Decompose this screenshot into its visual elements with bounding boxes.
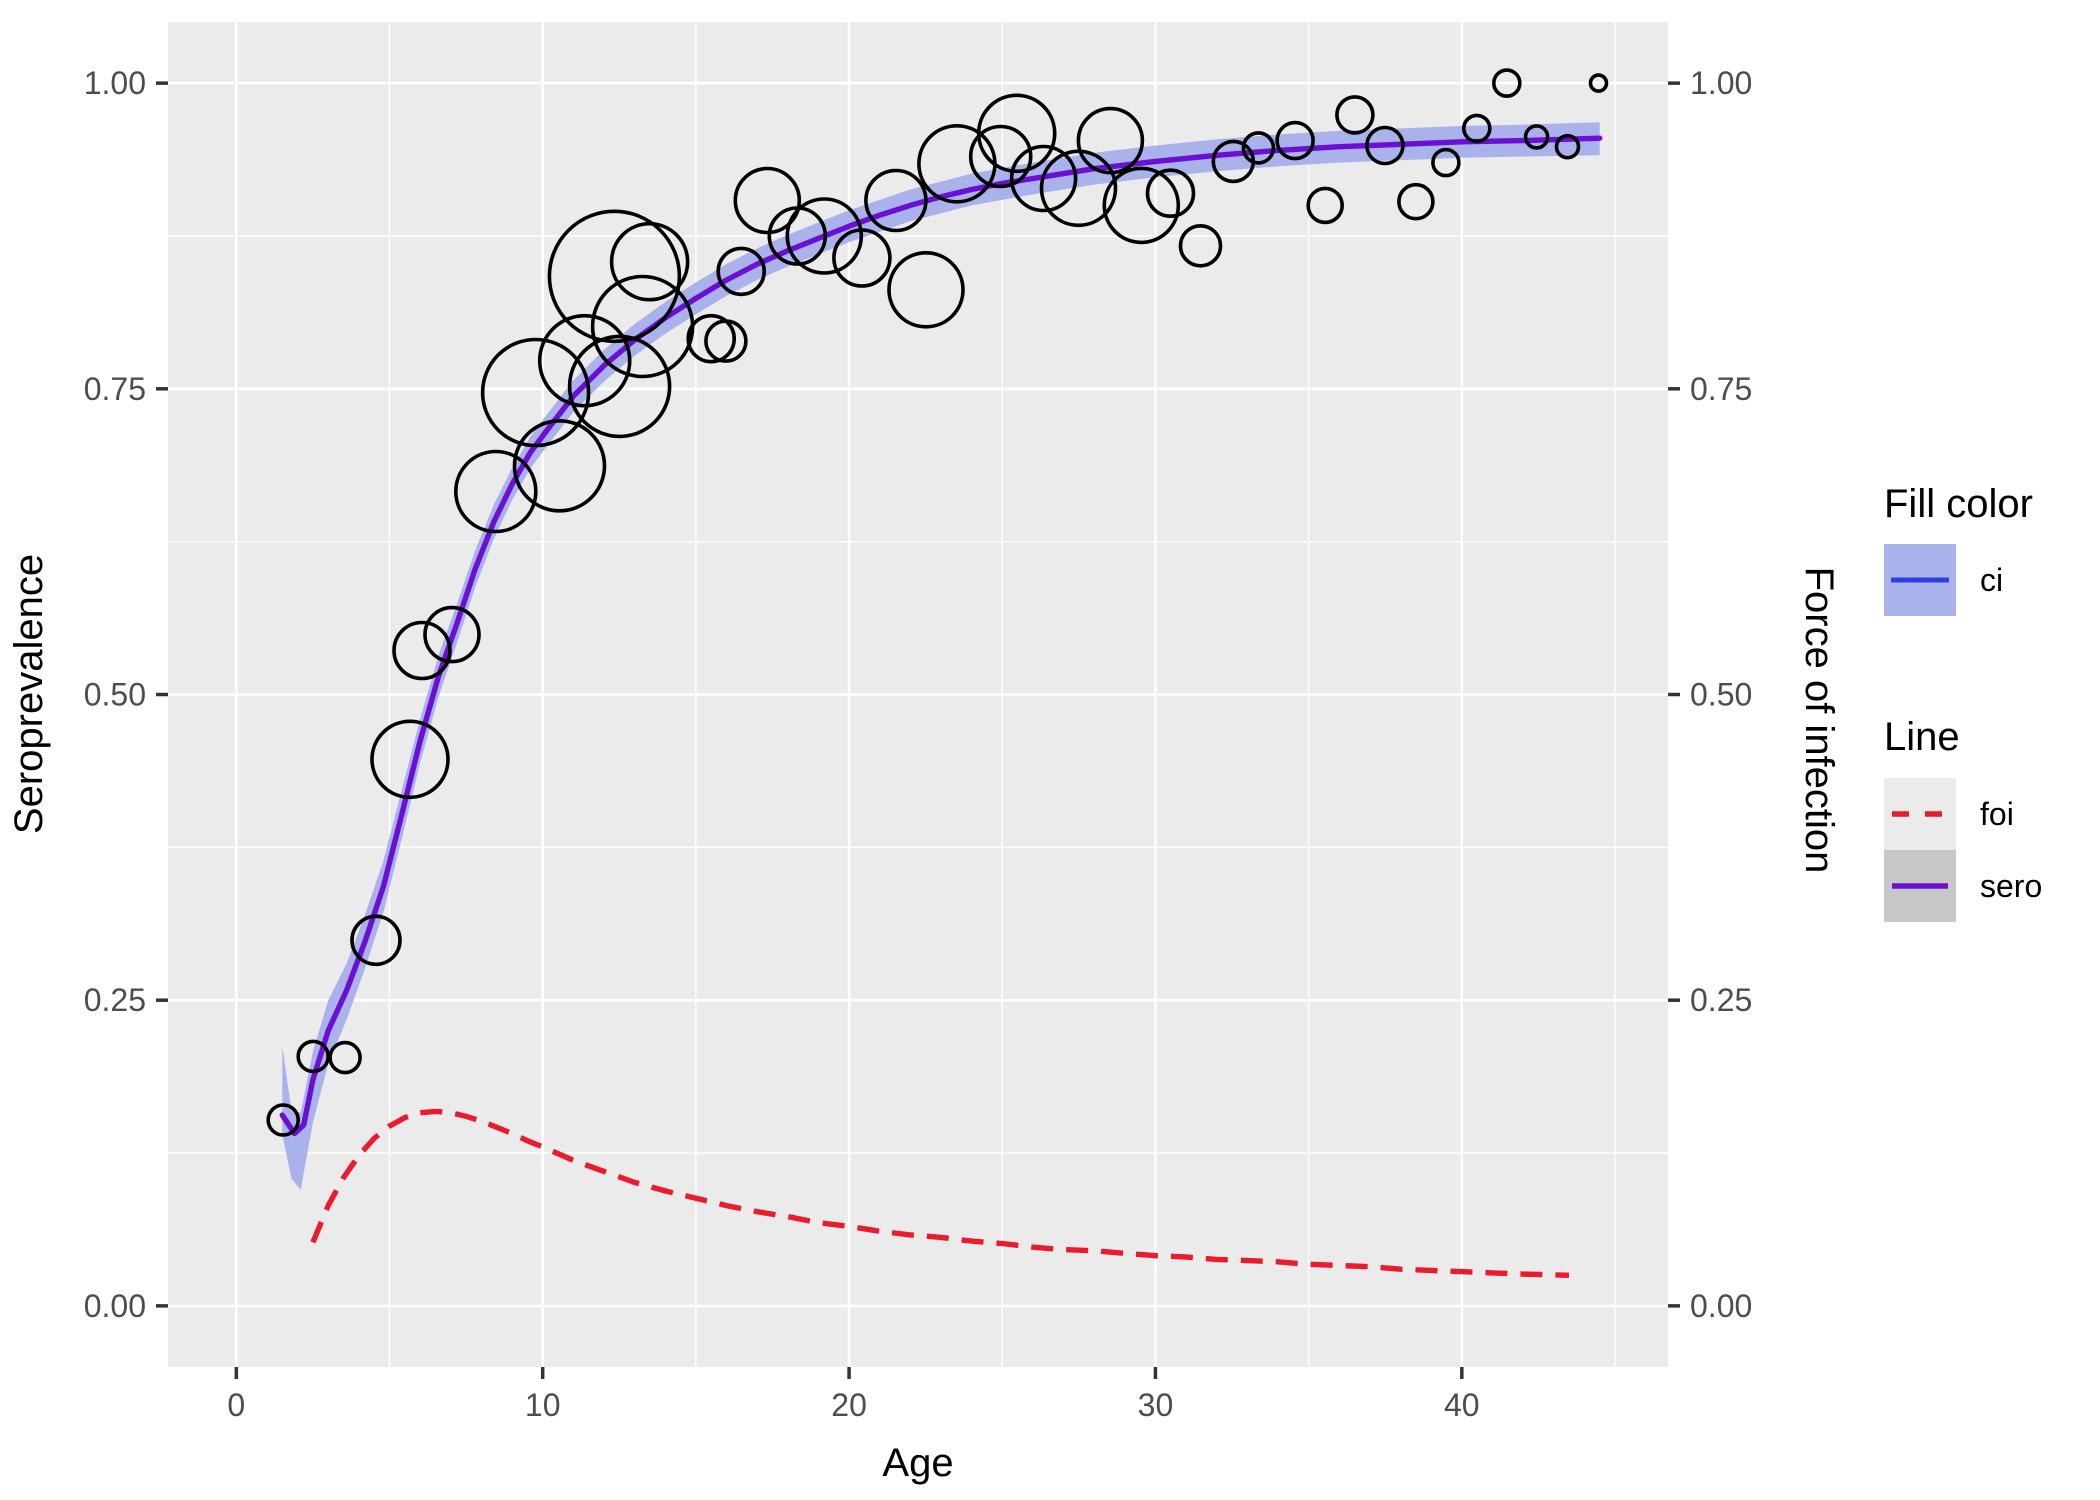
seroprevalence-bubble	[1523, 124, 1550, 150]
legend-item-sero: sero	[1884, 850, 2042, 922]
seroprevalence-bubble	[537, 313, 632, 408]
seroprevalence-bubble	[686, 313, 737, 364]
legend-item-foi: foi	[1884, 778, 2014, 850]
seroprevalence-bubble	[266, 1103, 301, 1137]
legend-label-sero: sero	[1980, 868, 2042, 904]
seroprevalence-bubble	[370, 719, 450, 800]
seroprevalence-bubble	[733, 166, 802, 235]
seroprevalence-bubble	[328, 1040, 362, 1075]
seroprevalence-bubble	[1178, 224, 1223, 268]
seroprevalence-bubble	[350, 914, 402, 967]
legend-label-foi: foi	[1980, 796, 2014, 832]
y-tick-label-left: 1.00	[84, 65, 146, 101]
y-axis-title-right: Force of infection	[1797, 567, 1841, 874]
plot-layers: 0 10 20 30 40 0.00 0.00 0.25 0.25 0.50 0.50 0.75 0.7…	[84, 22, 1752, 1423]
y-tick-label-right: 0.50	[1690, 677, 1752, 713]
seroprevalence-bubble	[1397, 182, 1435, 221]
seroprevalence-bubble	[423, 605, 481, 664]
seroprevalence-bubble	[609, 221, 690, 302]
y-tick-label-left: 0.00	[84, 1288, 146, 1324]
y-tick-label-left: 0.50	[84, 677, 146, 713]
seroprevalence-bubble	[1102, 166, 1181, 245]
foi-curve	[310, 1108, 1570, 1278]
seroprevalence-bubble	[1365, 125, 1405, 166]
seroprevalence-bubble	[392, 620, 452, 681]
y-tick-label-right: 0.75	[1690, 371, 1752, 407]
legend-fill-title: Fill color	[1884, 482, 2033, 526]
y-tick-label-right: 0.25	[1690, 982, 1752, 1018]
seroprevalence-bubble	[296, 1039, 331, 1074]
seroprevalence-bubble	[453, 449, 538, 534]
legend-label-ci: ci	[1980, 562, 2003, 598]
seroprevalence-bubble	[547, 209, 682, 344]
seroprevalence-bubble	[976, 93, 1057, 174]
seroprevalence-bubble	[1431, 147, 1461, 178]
sero-curve	[279, 135, 1603, 1137]
x-tick-label: 0	[227, 1387, 245, 1423]
seroprevalence-bubble	[785, 197, 864, 275]
seroprevalence-bubble	[968, 124, 1033, 189]
seroprevalence-bubble	[1306, 186, 1344, 225]
seroprevalence-bubble	[704, 319, 748, 363]
seroprevalence-bubble	[864, 168, 928, 233]
seroprevalence-bubble	[512, 418, 607, 513]
y-tick-label-left: 0.25	[84, 982, 146, 1018]
y-axis-title-left: Seroprevalence	[7, 554, 51, 834]
seroprevalence-bubble	[767, 206, 828, 266]
seroprevalence-bubble	[1462, 113, 1492, 144]
y-tick-label-left: 0.75	[84, 371, 146, 407]
y-tick-label-right: 0.00	[1690, 1288, 1752, 1324]
legend-item-ci: ci	[1884, 544, 2003, 616]
legend-line-title: Line	[1884, 715, 1960, 759]
seroprevalence-bubble	[1275, 120, 1315, 161]
y-tick-label-right: 1.00	[1690, 65, 1752, 101]
seroprevalence-bubble	[480, 337, 591, 448]
seroprevalence-bubble	[567, 334, 672, 439]
seroprevalence-bubble	[887, 250, 965, 329]
x-tick-label: 30	[1138, 1387, 1174, 1423]
seroprevalence-bubble	[716, 246, 767, 297]
legend: Fill color ci Line foi sero	[1884, 482, 2042, 922]
seroprevalence-bubble	[1492, 68, 1522, 98]
seroprevalence-bubble	[832, 228, 892, 288]
seroprevalence-bubble	[1241, 131, 1276, 165]
seroprevalence-bubble	[1554, 133, 1581, 160]
seroprevalence-bubble	[1335, 95, 1375, 135]
seroprevalence-bubble	[1076, 106, 1145, 175]
seroprevalence-bubble	[1588, 73, 1609, 93]
seroprevalence-bubble	[1009, 144, 1078, 213]
x-axis-title: Age	[882, 1441, 953, 1485]
seroprevalence-bubble	[1145, 168, 1196, 218]
x-tick-label: 40	[1444, 1387, 1480, 1423]
x-tick-label: 10	[525, 1387, 561, 1423]
x-tick-label: 20	[831, 1387, 867, 1423]
